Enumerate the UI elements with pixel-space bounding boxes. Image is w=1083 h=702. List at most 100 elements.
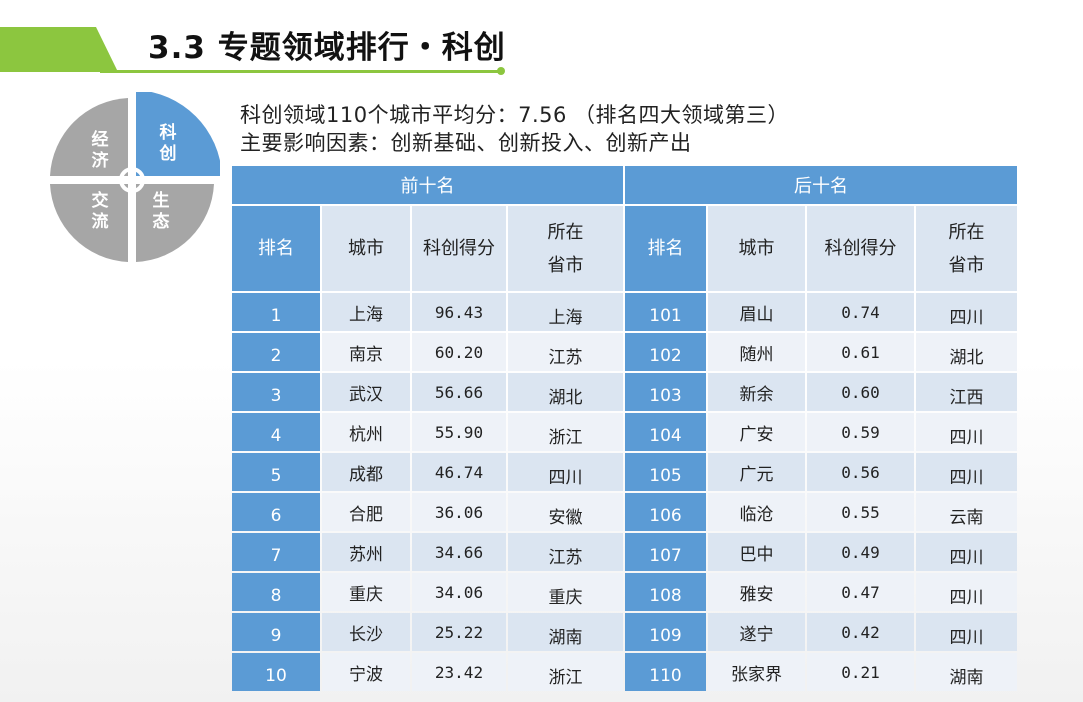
bottom-province-cell: 四川 [916,453,1017,491]
top-score-cell: 60.20 [412,333,506,371]
top-rank-cell: 5 [232,453,320,491]
wheel-char: 态 [152,212,170,232]
bottom-province-cell: 江西 [916,373,1017,411]
top-rank-cell: 7 [232,533,320,571]
wheel-char: 科 [159,123,177,143]
bottom-score-cell: 0.47 [807,573,914,611]
ranking-table: 前十名 后十名 排名 城市 科创得分 所在 省市 排名 城市 科创得分 所在 省… [230,164,1019,693]
bottom-city-cell: 遂宁 [708,613,805,651]
col-header-city: 城市 [322,206,410,291]
bottom-city-cell: 新余 [708,373,805,411]
wheel-char: 生 [152,191,170,211]
bottom-score-cell: 0.56 [807,453,914,491]
col-header-score: 科创得分 [807,206,914,291]
domain-wheel: 经 济 科 创 交 流 生 态 [44,90,222,268]
top-city-cell: 杭州 [322,413,410,451]
wheel-char: 经 [91,130,109,150]
wheel-char: 创 [159,144,177,164]
bottom-rank-cell: 101 [625,293,706,331]
bottom-city-cell: 雅安 [708,573,805,611]
wheel-label-economy: 经 济 [87,130,113,172]
wheel-char: 流 [91,212,109,232]
col-header-province-line1: 所在 [547,221,584,243]
bottom-rank-cell: 103 [625,373,706,411]
table-row: 3 武汉 56.66 湖北 103 新余 0.60 江西 [232,373,1017,411]
top-rank-cell: 2 [232,333,320,371]
bottom-score-cell: 0.49 [807,533,914,571]
top-province-cell: 上海 [508,293,623,331]
summary-factors-line: 主要影响因素：创新基础、创新投入、创新产出 [240,131,692,155]
table-row: 5 成都 46.74 四川 105 广元 0.56 四川 [232,453,1017,491]
bottom-rank-cell: 106 [625,493,706,531]
wheel-label-ecology: 生 态 [148,191,174,233]
top-province-cell: 重庆 [508,573,623,611]
top-city-cell: 苏州 [322,533,410,571]
top-province-cell: 湖南 [508,613,623,651]
group-header-top-ten: 前十名 [232,166,623,204]
bottom-rank-cell: 109 [625,613,706,651]
top-city-cell: 长沙 [322,613,410,651]
table-row: 9 长沙 25.22 湖南 109 遂宁 0.42 四川 [232,613,1017,651]
bottom-city-cell: 临沧 [708,493,805,531]
top-province-cell: 浙江 [508,413,623,451]
top-score-cell: 34.06 [412,573,506,611]
col-header-province: 所在 省市 [916,206,1017,291]
bottom-city-cell: 随州 [708,333,805,371]
title-underline-dot [497,67,505,75]
table-row: 4 杭州 55.90 浙江 104 广安 0.59 四川 [232,413,1017,451]
top-rank-cell: 8 [232,573,320,611]
top-rank-cell: 6 [232,493,320,531]
bottom-province-cell: 四川 [916,613,1017,651]
top-rank-cell: 3 [232,373,320,411]
top-score-cell: 34.66 [412,533,506,571]
col-header-province-line2: 省市 [948,254,985,276]
top-city-cell: 合肥 [322,493,410,531]
bottom-city-cell: 广安 [708,413,805,451]
top-province-cell: 浙江 [508,653,623,691]
top-province-cell: 江苏 [508,533,623,571]
wheel-segment-ecology [136,184,214,262]
top-score-cell: 46.74 [412,453,506,491]
bottom-province-cell: 湖南 [916,653,1017,691]
top-rank-cell: 10 [232,653,320,691]
summary-average-line: 科创领域110个城市平均分：7.56 （排名四大领域第三） [240,103,790,127]
bottom-city-cell: 巴中 [708,533,805,571]
col-header-city: 城市 [708,206,805,291]
bottom-rank-cell: 105 [625,453,706,491]
wheel-label-exchange: 交 流 [87,191,113,233]
bottom-score-cell: 0.60 [807,373,914,411]
top-city-cell: 宁波 [322,653,410,691]
bottom-rank-cell: 108 [625,573,706,611]
wheel-char: 交 [91,191,109,211]
table-row: 2 南京 60.20 江苏 102 随州 0.61 湖北 [232,333,1017,371]
col-header-rank: 排名 [625,206,706,291]
bottom-rank-cell: 102 [625,333,706,371]
top-score-cell: 23.42 [412,653,506,691]
top-province-cell: 安徽 [508,493,623,531]
bottom-city-cell: 广元 [708,453,805,491]
bottom-province-cell: 四川 [916,293,1017,331]
top-city-cell: 武汉 [322,373,410,411]
wheel-label-innovation: 科 创 [155,123,181,165]
domain-wheel-graphic [50,90,222,262]
bottom-province-cell: 云南 [916,493,1017,531]
top-province-cell: 湖北 [508,373,623,411]
bottom-city-cell: 眉山 [708,293,805,331]
wheel-segment-economy [50,98,128,176]
top-rank-cell: 9 [232,613,320,651]
summary-text: 科创领域110个城市平均分：7.56 （排名四大领域第三） 主要影响因素：创新基… [240,101,789,157]
table-row: 7 苏州 34.66 江苏 107 巴中 0.49 四川 [232,533,1017,571]
table-row: 10 宁波 23.42 浙江 110 张家界 0.21 湖南 [232,653,1017,691]
col-header-rank: 排名 [232,206,320,291]
bottom-province-cell: 四川 [916,573,1017,611]
wheel-segment-innovation [136,90,222,176]
table-row: 1 上海 96.43 上海 101 眉山 0.74 四川 [232,293,1017,331]
bottom-rank-cell: 110 [625,653,706,691]
top-score-cell: 96.43 [412,293,506,331]
bottom-score-cell: 0.55 [807,493,914,531]
col-header-province: 所在 省市 [508,206,623,291]
title-accent-bar [0,27,118,72]
bottom-score-cell: 0.59 [807,413,914,451]
top-score-cell: 56.66 [412,373,506,411]
top-city-cell: 重庆 [322,573,410,611]
